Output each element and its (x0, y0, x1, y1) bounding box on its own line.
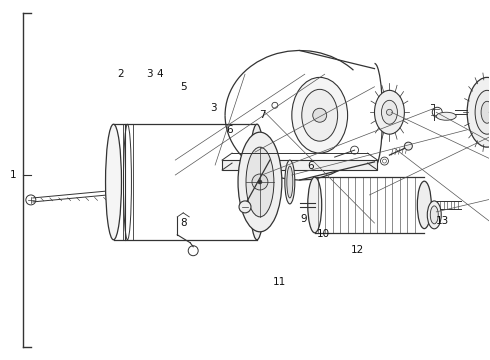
Text: 6: 6 (308, 161, 314, 171)
Ellipse shape (308, 177, 322, 233)
Ellipse shape (430, 206, 438, 224)
Circle shape (239, 201, 251, 213)
Ellipse shape (292, 77, 347, 153)
Text: 10: 10 (317, 229, 330, 239)
Ellipse shape (417, 181, 431, 229)
Ellipse shape (252, 168, 258, 176)
Text: 5: 5 (181, 82, 187, 92)
Ellipse shape (467, 77, 490, 147)
Ellipse shape (436, 112, 456, 120)
Ellipse shape (475, 90, 490, 134)
Text: 1: 1 (10, 170, 17, 180)
Circle shape (258, 180, 262, 184)
Ellipse shape (427, 201, 441, 229)
Text: 7: 7 (259, 111, 266, 121)
Text: 2: 2 (117, 69, 124, 79)
Text: 11: 11 (272, 277, 286, 287)
Ellipse shape (249, 124, 265, 240)
Ellipse shape (287, 166, 293, 198)
Circle shape (404, 142, 413, 150)
Ellipse shape (252, 178, 258, 186)
Ellipse shape (382, 100, 397, 124)
Circle shape (387, 109, 392, 115)
Circle shape (252, 174, 268, 190)
Ellipse shape (374, 90, 404, 134)
Text: 3: 3 (147, 69, 153, 79)
Text: 4: 4 (156, 69, 163, 79)
Ellipse shape (252, 158, 258, 166)
Ellipse shape (285, 160, 295, 204)
Ellipse shape (252, 188, 258, 196)
Ellipse shape (105, 124, 122, 240)
Ellipse shape (252, 144, 262, 220)
Text: 8: 8 (181, 218, 187, 228)
Ellipse shape (238, 132, 282, 232)
Polygon shape (222, 160, 377, 170)
Text: 3: 3 (210, 103, 217, 113)
Circle shape (313, 108, 327, 122)
Text: 13: 13 (436, 216, 449, 226)
Ellipse shape (481, 101, 490, 123)
Ellipse shape (252, 198, 258, 206)
Circle shape (249, 174, 265, 190)
Text: 12: 12 (351, 245, 364, 255)
Text: 9: 9 (300, 215, 307, 224)
Text: 6: 6 (226, 125, 233, 135)
Ellipse shape (246, 147, 274, 217)
Ellipse shape (302, 89, 338, 141)
